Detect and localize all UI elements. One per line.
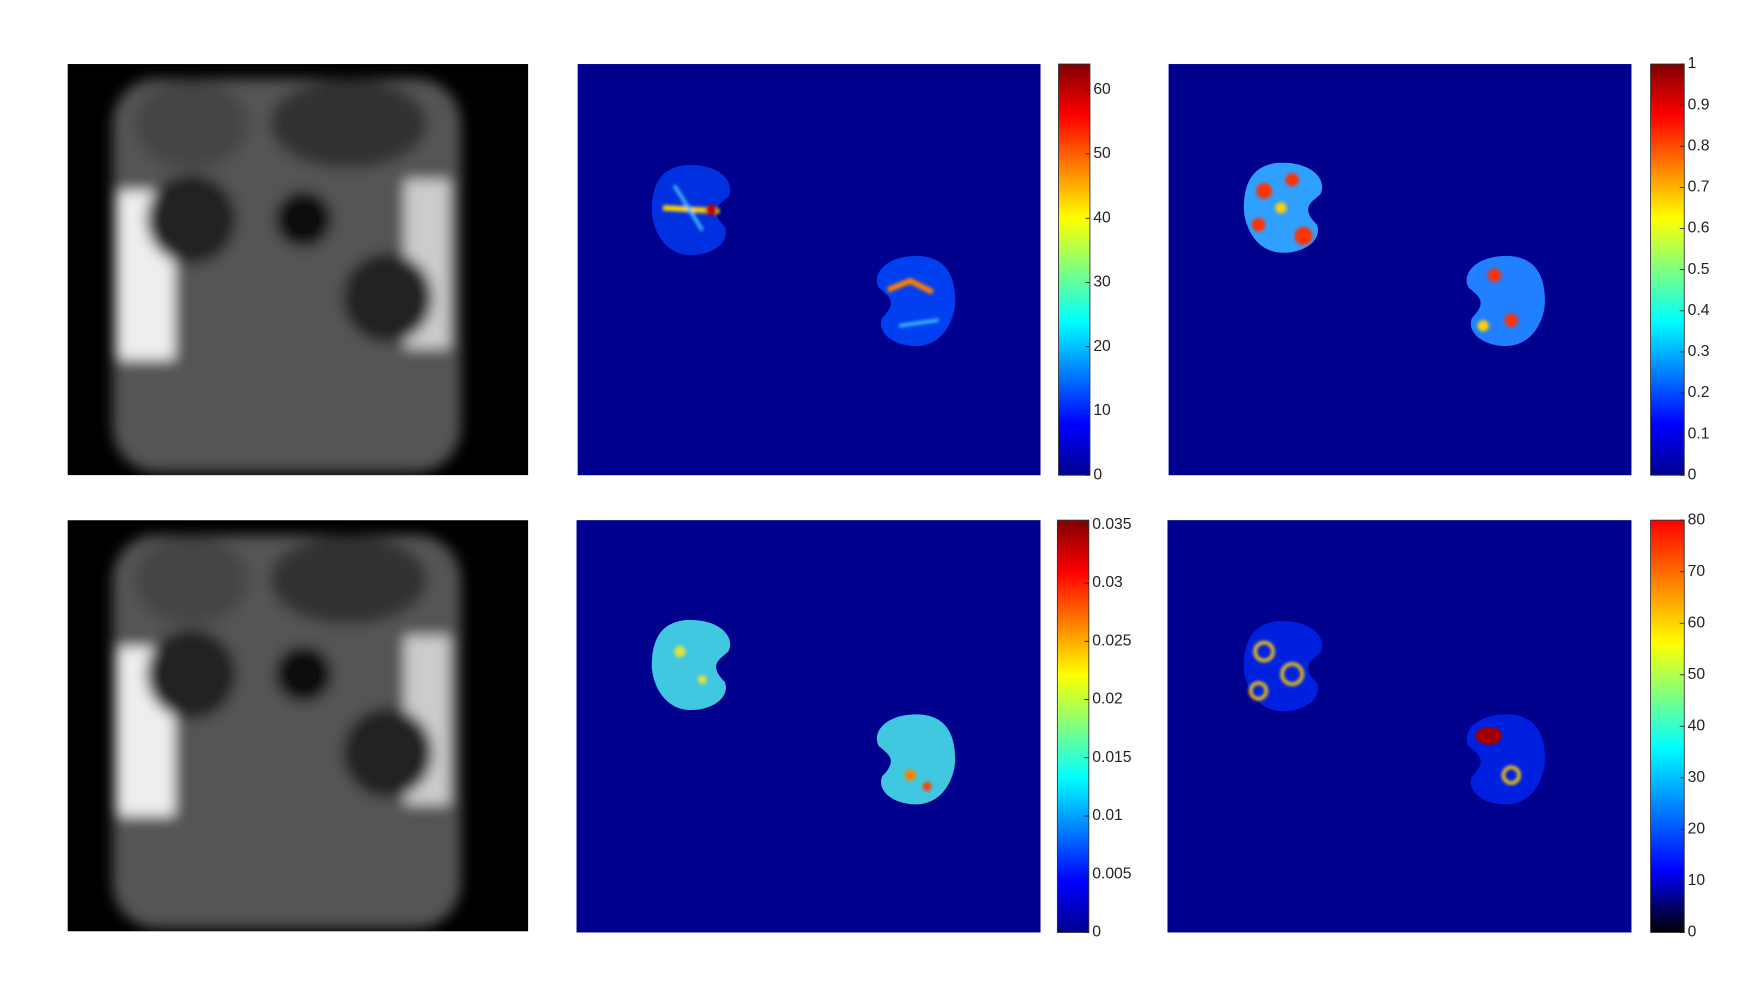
colorbar	[1058, 63, 1091, 476]
tick-label: 40	[1688, 717, 1706, 734]
tick-label: 0.03	[1092, 574, 1123, 591]
tick-label: 0	[1688, 924, 1697, 941]
tick-label: 0.005	[1092, 865, 1132, 882]
tick-label: 0	[1093, 466, 1102, 483]
tick-label: 0.3	[1688, 343, 1710, 360]
colorbar	[1650, 63, 1685, 476]
tick-label: 50	[1093, 145, 1111, 162]
colorbars: 010203040506000.10.20.30.40.50.60.70.80.…	[1056, 55, 1710, 941]
tick-label: 70	[1688, 563, 1706, 580]
tick-label: 0.015	[1092, 749, 1132, 766]
tick-label: 0	[1092, 924, 1101, 941]
tick-label: 0	[1688, 466, 1697, 483]
tick-label: 0.6	[1688, 220, 1710, 237]
tick-label: 60	[1093, 81, 1111, 98]
parameter-map	[577, 64, 1041, 476]
parameter-map	[1167, 520, 1632, 933]
tick-label: 0.1	[1688, 425, 1710, 442]
tick-label: 0.025	[1092, 632, 1132, 649]
parameter-map	[1168, 64, 1632, 476]
tick-label: 0.5	[1688, 261, 1710, 278]
parameter-map	[576, 520, 1041, 933]
tick-label: 0.9	[1688, 96, 1710, 113]
tick-label: 20	[1688, 821, 1706, 838]
colorbar	[1650, 519, 1685, 933]
tick-label: 30	[1688, 769, 1706, 786]
mri-image	[67, 64, 529, 476]
tick-label: 20	[1093, 338, 1111, 355]
tick-label: 10	[1688, 872, 1706, 889]
tick-label: 60	[1688, 614, 1706, 631]
tick-label: 0.035	[1092, 516, 1132, 533]
tick-label: 50	[1688, 666, 1706, 683]
tick-label: 0.4	[1688, 302, 1710, 319]
tick-label: 80	[1688, 511, 1706, 528]
tick-label: 0.8	[1688, 137, 1710, 154]
tick-label: 40	[1093, 209, 1111, 226]
tick-label: 0.01	[1092, 807, 1123, 824]
tick-label: 1	[1688, 55, 1697, 72]
tick-label: 0.02	[1092, 691, 1123, 708]
tick-label: 30	[1093, 274, 1111, 291]
tick-label: 0.2	[1688, 384, 1710, 401]
tick-label: 0.7	[1688, 179, 1710, 196]
mri-image	[67, 520, 529, 932]
colorbar	[1056, 519, 1090, 933]
tick-label: 10	[1093, 402, 1111, 419]
